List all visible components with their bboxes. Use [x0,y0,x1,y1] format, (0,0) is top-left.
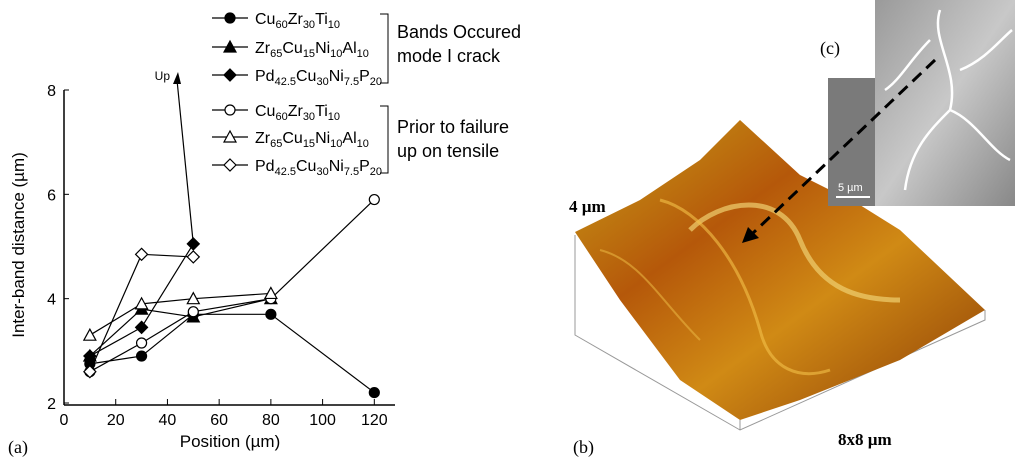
group-bracket [380,14,388,83]
legend-label: Zr65Cu15Ni10Al10 [255,40,369,60]
legend-text: Cu [255,103,275,120]
data-point [188,307,198,317]
legend-subscript: 42.5 [275,76,296,88]
legend-subscript: 7.5 [344,76,359,88]
legend-subscript: 10 [330,48,342,60]
x-axis-title: Position (µm) [180,432,280,451]
legend-subscript: 30 [303,19,315,31]
legend-text: Ni [315,130,330,147]
x-tick-label: 80 [262,412,280,429]
panel-label: (a) [8,437,28,458]
annotation: Up [155,69,171,83]
group-label: up on tensile [397,141,499,161]
legend-text: P [359,68,370,85]
legend-text: Pd [255,68,275,85]
data-point [137,338,147,348]
x-tick-label: 40 [159,412,177,429]
size-label: 8x8 µm [838,430,892,449]
scale-label: 5 µm [838,182,863,194]
legend-text: Cu [282,130,302,147]
x-tick-label: 120 [361,412,388,429]
legend-subscript: 10 [328,111,340,123]
legend-subscript: 20 [370,76,382,88]
legend-text: Cu [296,68,316,85]
data-point [84,329,96,340]
series-line [90,314,374,392]
data-point [265,287,277,298]
data-point [369,388,379,398]
data-point [369,195,379,205]
annotation-arrow [177,80,193,244]
legend-subscript: 10 [328,19,340,31]
legend-text: Ni [315,40,330,57]
legend-marker [225,13,235,23]
x-tick-label: 100 [309,412,336,429]
legend-subscript: 60 [275,111,287,123]
legend-marker [224,159,236,171]
legend-text: Zr [255,40,271,57]
legend-subscript: 15 [303,138,315,150]
legend-text: Ni [329,68,344,85]
y-tick-label: 2 [47,396,56,413]
legend-subscript: 10 [330,138,342,150]
legend-subscript: 20 [370,166,382,178]
legend-subscript: 65 [270,138,282,150]
legend-text: Cu [255,11,275,28]
legend-text: Zr [288,103,304,120]
legend-subscript: 30 [316,76,328,88]
legend-label: Pd42.5Cu30Ni7.5P20 [255,68,382,88]
legend-label: Zr65Cu15Ni10Al10 [255,130,369,150]
panel-label: (b) [573,437,594,458]
data-point [137,351,147,361]
legend-text: P [359,158,370,175]
legend-text: Cu [282,40,302,57]
legend-text: Al [342,40,356,57]
sem-image [828,0,1015,206]
legend-marker [224,69,236,81]
y-tick-label: 8 [47,83,56,100]
group-label: Bands Occured [397,22,521,42]
group-label: mode I crack [397,46,501,66]
x-tick-label: 20 [107,412,125,429]
legend-marker [225,105,235,115]
legend-subscript: 30 [303,111,315,123]
group-bracket [380,106,388,173]
legend-subscript: 42.5 [275,166,296,178]
legend-subscript: 60 [275,19,287,31]
legend-subscript: 10 [357,48,369,60]
legend-text: Ni [329,158,344,175]
data-point [266,309,276,319]
x-tick-label: 0 [60,412,69,429]
y-axis-title: Inter-band distance (µm) [9,152,28,338]
legend-subscript: 65 [270,48,282,60]
legend-label: Cu60Zr30Ti10 [255,103,340,123]
group-label: Prior to failure [397,117,509,137]
legend-text: Cu [296,158,316,175]
legend-subscript: 15 [303,48,315,60]
height-label: 4 µm [569,197,606,216]
data-point [136,248,148,260]
series-line [90,200,374,372]
legend-label: Pd42.5Cu30Ni7.5P20 [255,158,382,178]
legend-text: Ti [315,103,328,120]
data-point [136,321,148,333]
annotation-arrowhead [173,72,181,84]
series-line [90,299,271,356]
legend-subscript: 7.5 [344,166,359,178]
legend-text: Zr [255,130,271,147]
legend-text: Ti [315,11,328,28]
x-tick-label: 60 [210,412,228,429]
legend-label: Cu60Zr30Ti10 [255,11,340,31]
y-tick-label: 4 [47,292,56,309]
legend-subscript: 30 [316,166,328,178]
legend-text: Zr [288,11,304,28]
legend-text: Al [342,130,356,147]
figure: 4 µm 8x8 µm (b) 5 µm (c) (a) Position (µ… [0,0,1029,460]
data-point [187,251,199,263]
y-tick-label: 6 [47,187,56,204]
legend-text: Pd [255,158,275,175]
legend-subscript: 10 [357,138,369,150]
panel-label: (c) [820,38,840,59]
